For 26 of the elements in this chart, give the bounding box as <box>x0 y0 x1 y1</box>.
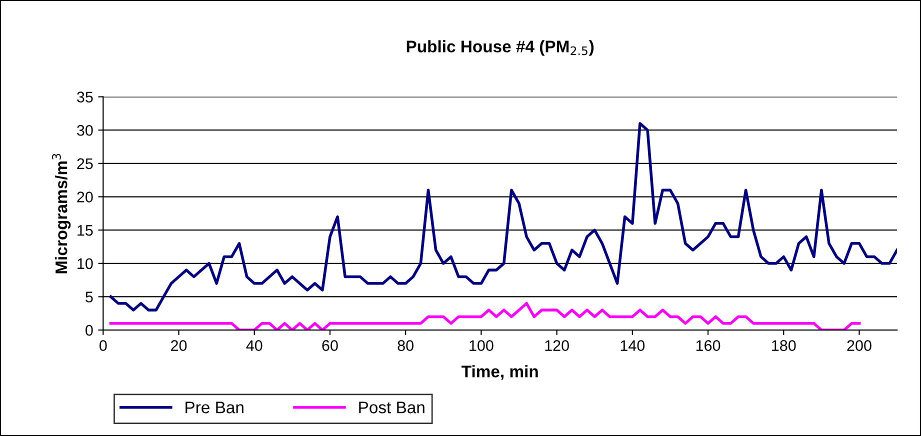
line-series <box>109 122 898 312</box>
x-tick-label: 160 <box>696 340 720 351</box>
x-tick-label: 80 <box>398 340 414 351</box>
x-tick-label: 60 <box>322 340 338 351</box>
x-tick-label: 0 <box>100 340 107 351</box>
x-tick-label: 180 <box>772 340 796 351</box>
x-tick-label: 200 <box>847 340 872 351</box>
line-series <box>109 302 861 330</box>
y-tick-label: 5 <box>86 292 93 302</box>
legend-label: Pre Ban <box>186 402 244 414</box>
x-tick-label: 120 <box>545 340 569 351</box>
x-axis-title: Time, min <box>462 365 538 380</box>
x-tick-label: 140 <box>620 340 645 351</box>
y-tick-label: 35 <box>77 92 93 102</box>
x-tick-label: 20 <box>171 340 187 351</box>
y-tick-label: 20 <box>77 192 93 202</box>
y-axis-title: Micrograms/m$^{3}$ <box>52 154 71 274</box>
y-tick-label: 0 <box>86 324 93 336</box>
x-tick-label: 100 <box>470 340 494 351</box>
chart-title: Public House #4 (PM$_{2.5}$) <box>406 40 594 56</box>
y-tick-label: 30 <box>77 124 93 136</box>
x-tick-label: 40 <box>246 340 262 351</box>
y-tick-label: 25 <box>77 158 93 170</box>
y-tick-label: 15 <box>78 225 93 236</box>
y-tick-label: 10 <box>78 258 93 270</box>
legend-label: Post Ban <box>359 402 424 414</box>
